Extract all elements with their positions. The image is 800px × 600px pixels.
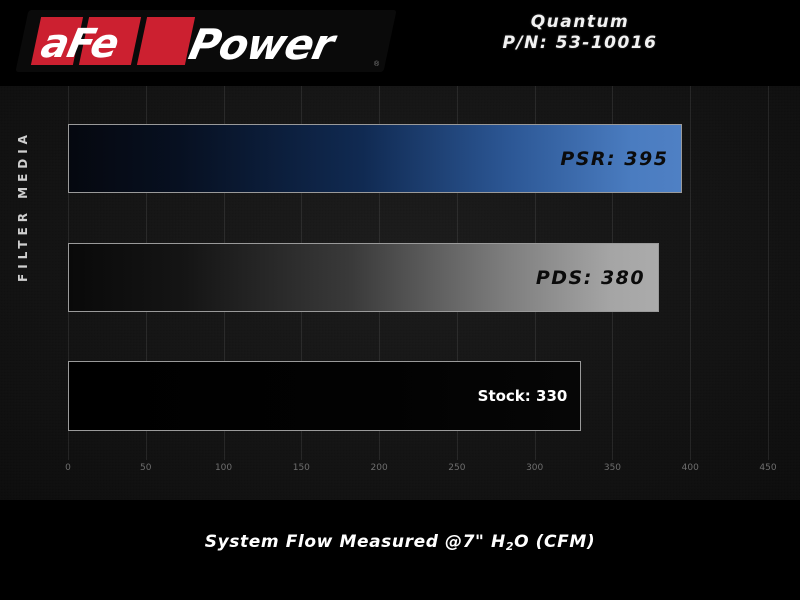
gridline-450 xyxy=(768,86,769,460)
y-axis-label: FILTER MEDIA xyxy=(16,130,30,282)
x-tick-label-150: 150 xyxy=(292,463,310,473)
bar-label-stock: Stock: 330 xyxy=(477,387,568,405)
registered-trademark-mark: ® xyxy=(373,61,380,68)
logo-text-afe: aFe xyxy=(37,21,123,67)
header-band: aFe Power ® Quantum P/N: 53-10016 xyxy=(0,0,800,86)
caption-prefix: System Flow Measured @7" H xyxy=(204,532,506,552)
caption-suffix: O (CFM) xyxy=(514,532,596,552)
header-product-info: Quantum P/N: 53-10016 xyxy=(450,12,710,53)
part-number: P/N: 53-10016 xyxy=(502,32,658,53)
x-tick-label-350: 350 xyxy=(603,463,622,473)
x-tick-label-400: 400 xyxy=(681,463,699,473)
afe-power-logo: aFe Power ® xyxy=(15,10,397,72)
bar-label-psr: PSR: 395 xyxy=(560,147,669,170)
logo-text-power: Power xyxy=(184,20,338,69)
chart-caption: System Flow Measured @7" H2O (CFM) xyxy=(0,532,800,553)
product-title: Quantum xyxy=(530,12,630,32)
x-axis-ticks: 0 50 100 150 200 250 300 350 400 450 xyxy=(0,460,800,490)
chart-plot-area: FILTER MEDIA PSR: 395 PDS: 380 Stock: 33… xyxy=(0,86,800,500)
bar-stock: Stock: 330 xyxy=(68,361,582,431)
x-tick-label-0: 0 xyxy=(65,463,71,473)
x-tick-label-100: 100 xyxy=(214,463,233,473)
bar-pds: PDS: 380 xyxy=(68,243,660,312)
bar-psr: PSR: 395 xyxy=(68,124,683,193)
x-tick-label-300: 300 xyxy=(526,463,544,473)
bar-label-pds: PDS: 380 xyxy=(535,266,646,289)
footer-band: System Flow Measured @7" H2O (CFM) xyxy=(0,500,800,600)
x-tick-label-50: 50 xyxy=(140,463,152,473)
gridline-400 xyxy=(690,86,692,460)
x-tick-label-450: 450 xyxy=(759,463,777,473)
x-tick-label-200: 200 xyxy=(370,463,388,473)
caption-subscript: 2 xyxy=(505,540,515,553)
logo-wordmark: aFe Power xyxy=(22,10,390,72)
x-tick-label-250: 250 xyxy=(448,463,466,473)
